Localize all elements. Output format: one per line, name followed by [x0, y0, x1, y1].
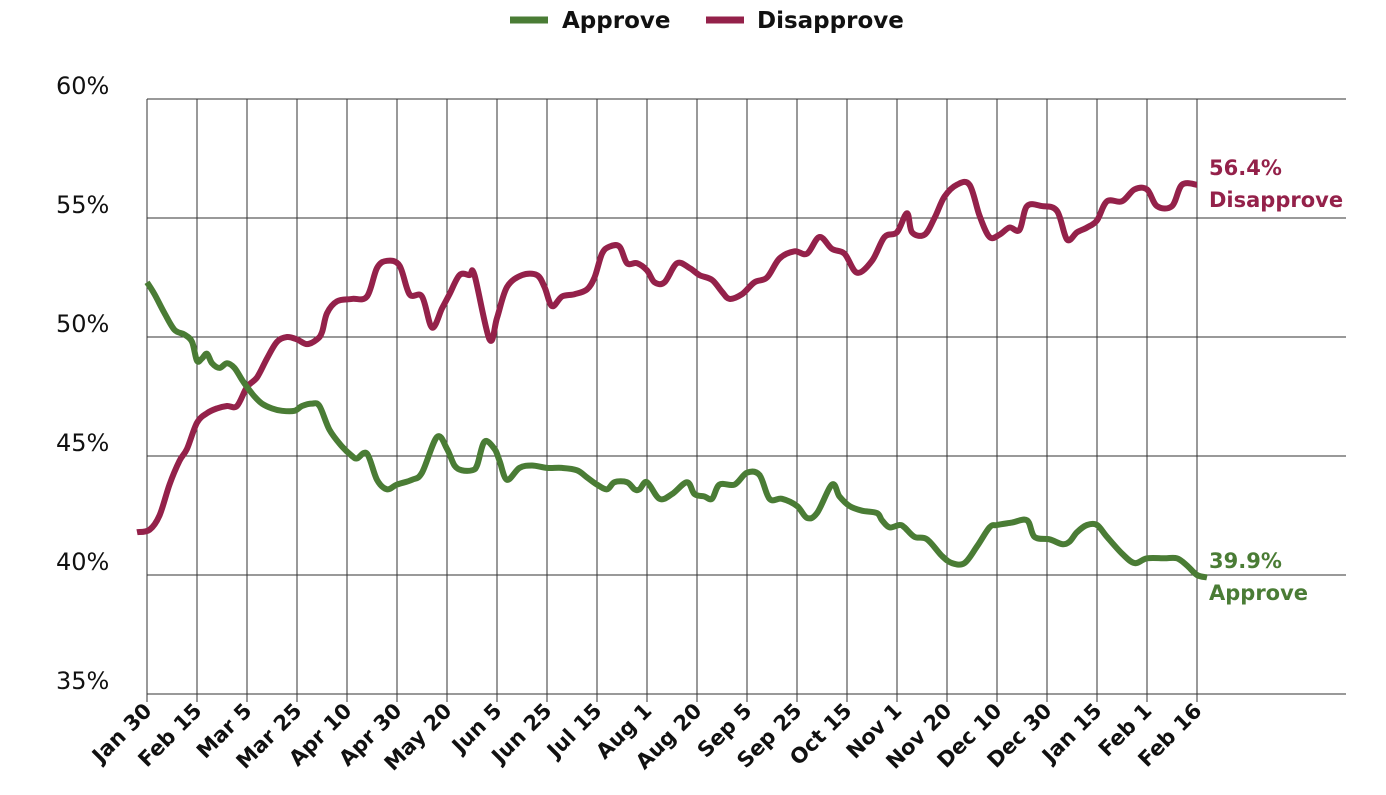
series-lines	[136, 178, 1208, 581]
y-tick-label: 40%	[56, 548, 109, 576]
grid	[146, 98, 1346, 702]
legend-label-disapprove: Disapprove	[757, 8, 904, 34]
end-label-disapprove-name: Disapprove	[1209, 188, 1343, 212]
y-axis-ticks: 60% 55% 50% 45% 40% 35%	[56, 72, 109, 695]
end-labels: 56.4% Disapprove 39.9% Approve	[1209, 156, 1343, 605]
y-tick-label: 50%	[56, 310, 109, 338]
series-line-disapprove	[136, 178, 1198, 536]
x-tick-label: Jul 15	[541, 699, 606, 764]
y-tick-label: 35%	[56, 667, 109, 695]
y-tick-label: 60%	[56, 72, 109, 100]
legend-label-approve: Approve	[562, 8, 670, 34]
legend: Approve Disapprove	[510, 8, 904, 34]
series-line-approve	[144, 280, 1208, 581]
y-tick-label: 55%	[56, 191, 109, 219]
end-label-approve-name: Approve	[1209, 581, 1308, 605]
y-tick-label: 45%	[56, 429, 109, 457]
end-label-disapprove-value: 56.4%	[1209, 156, 1282, 180]
end-label-approve-value: 39.9%	[1209, 549, 1282, 573]
